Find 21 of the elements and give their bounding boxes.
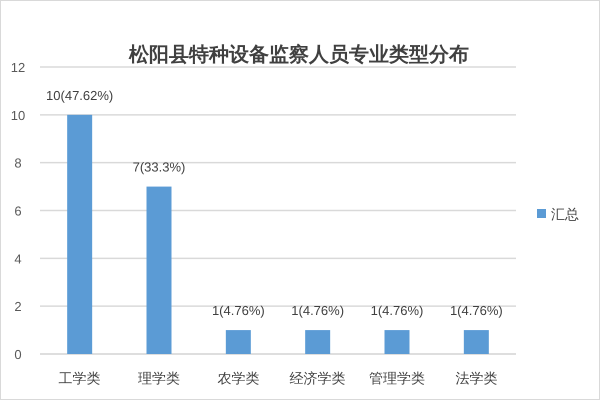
- x-tick-label: 农学类: [217, 370, 260, 386]
- data-label: 7(33.3%): [132, 160, 186, 175]
- data-label: 1(4.76%): [212, 303, 265, 318]
- data-label: 1(4.76%): [450, 303, 503, 318]
- y-tick-label: 4: [14, 251, 22, 266]
- x-tick-label: 法学类: [455, 370, 498, 386]
- y-tick-label: 6: [14, 204, 22, 218]
- x-tick-label: 经济学类: [290, 370, 346, 386]
- x-tick-label: 工学类: [58, 370, 101, 386]
- y-tick-label: 2: [14, 299, 22, 314]
- x-tick-label: 理学类: [138, 370, 180, 386]
- y-tick-label: 12: [10, 60, 26, 75]
- x-tick-label: 管理学类: [369, 370, 425, 386]
- y-tick-label: 10: [10, 108, 26, 123]
- legend-label: 汇总: [551, 206, 579, 222]
- y-tick-label: 0: [14, 347, 22, 362]
- data-label: 1(4.76%): [370, 303, 424, 318]
- y-tick-label: 8: [14, 156, 22, 171]
- data-label: 10(47.62%): [46, 88, 114, 103]
- data-label: 1(4.76%): [291, 303, 344, 318]
- title: 松阳县特种设备监察人员专业类型分布: [129, 44, 469, 66]
